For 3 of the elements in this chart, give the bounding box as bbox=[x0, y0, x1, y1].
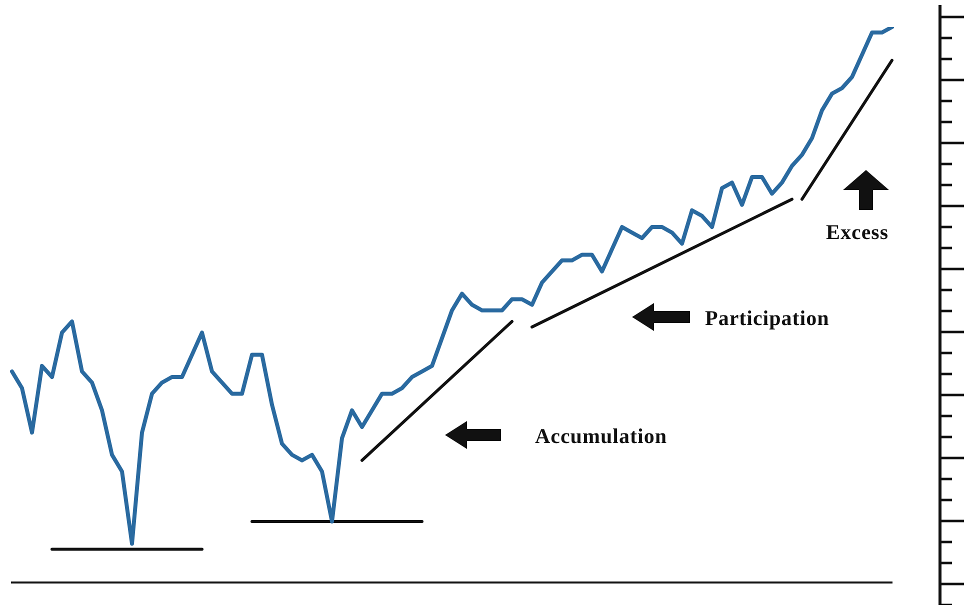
annotation: Participation bbox=[705, 306, 830, 331]
annotation: Excess bbox=[826, 220, 888, 245]
annotation: Accumulation bbox=[535, 424, 667, 449]
